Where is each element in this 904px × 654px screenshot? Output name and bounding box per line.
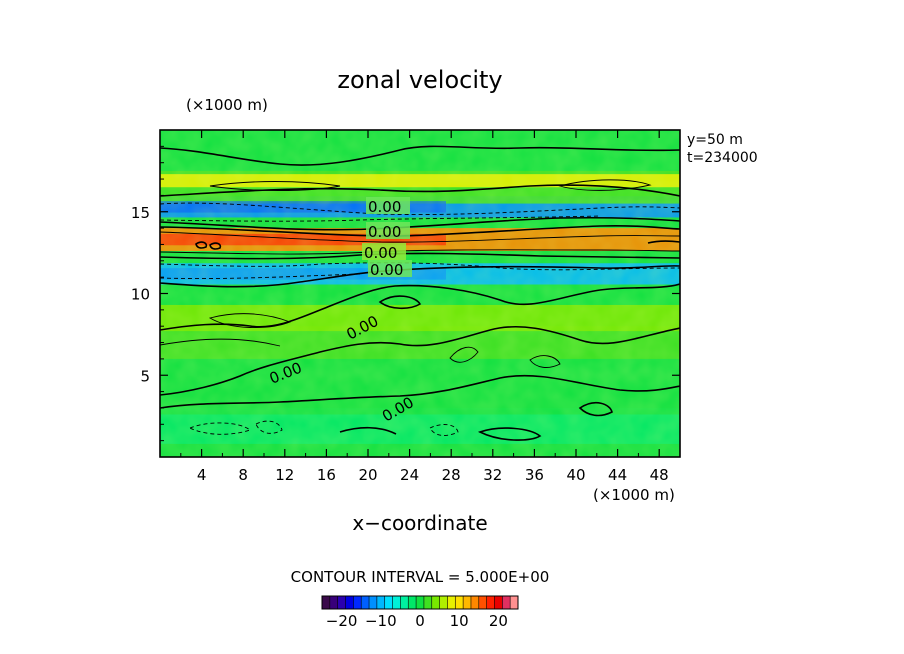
positive-contour (529, 355, 561, 368)
x-tick-label: 16 (317, 466, 336, 484)
colorbar-swatch (439, 596, 448, 609)
negative-contours (160, 202, 680, 436)
colorbar-swatch (361, 596, 370, 609)
contour-interval-text: CONTOUR INTERVAL = 5.000E+00 (291, 568, 550, 586)
zero-contour (160, 283, 680, 331)
contour-label: 0.00 (370, 261, 403, 279)
zero-contour (477, 427, 542, 441)
zero-contour (209, 242, 222, 250)
x-tick-label: 4 (197, 466, 207, 484)
colorbar-swatch (392, 596, 401, 609)
x-axis: 4 8 12 16 20 24 28 32 36 40 44 48 (180, 130, 669, 484)
positive-contour (160, 338, 281, 347)
colorbar-swatch (416, 596, 425, 609)
x-axis-label: x−coordinate (352, 511, 487, 535)
colorbar-swatch (447, 596, 456, 609)
colorbar-swatch (431, 596, 440, 609)
contour-label: 0.00 (364, 244, 397, 262)
negative-contour (160, 273, 361, 279)
x-tick-label: 28 (442, 466, 461, 484)
zero-contour (160, 374, 680, 409)
negative-contour (160, 202, 680, 215)
negative-contour (255, 420, 283, 434)
colorbar-swatch (502, 596, 511, 609)
x-tick-label: 24 (400, 466, 419, 484)
x-tick-label: 32 (483, 466, 502, 484)
positive-contour (208, 313, 292, 328)
colorbar-tick-label: −10 (365, 612, 397, 630)
x-tick-label: 36 (525, 466, 544, 484)
colorbar-swatch (455, 596, 464, 609)
info-text: y=50 m t=234000 (687, 132, 758, 166)
colorbar-swatch (400, 596, 409, 609)
zero-contour (160, 225, 680, 237)
colorbar-swatch (494, 596, 503, 609)
colorbar-swatch (345, 596, 354, 609)
info-line: t=234000 (687, 150, 758, 166)
info-line: y=50 m (687, 132, 743, 148)
velocity-heatmap (160, 130, 680, 457)
positive-contour (449, 346, 479, 363)
zero-contour (378, 295, 422, 310)
colorbar-swatch (423, 596, 433, 609)
colorbar-swatch (510, 596, 519, 609)
colorbar-swatch (322, 596, 331, 609)
colorbar-swatch (353, 596, 362, 609)
positive-contour (558, 179, 652, 191)
zero-contour (647, 240, 680, 244)
x-tick-label: 12 (275, 466, 294, 484)
colorbar-frame (321, 595, 519, 610)
colorbar: −20 −10 0 10 20 (321, 595, 519, 630)
contour-label: 0.00 (368, 198, 401, 216)
colorbar-tick-label: 0 (415, 612, 425, 630)
zero-contour (195, 241, 208, 249)
negative-contour (160, 262, 680, 271)
chart-title: zonal velocity (337, 66, 502, 94)
y-tick-label: 10 (131, 286, 150, 304)
y-unit-label: (×1000 m) (186, 96, 268, 114)
x-tick-label: 44 (608, 466, 627, 484)
x-tick-label: 20 (358, 466, 377, 484)
x-tick-label: 40 (566, 466, 585, 484)
y-axis: 5 10 15 (131, 145, 680, 442)
zero-contour (339, 426, 397, 435)
colorbar-swatch (384, 596, 393, 609)
colorbar-swatch (463, 596, 472, 609)
x-unit-label: (×1000 m) (593, 486, 675, 504)
colorbar-swatch (337, 596, 346, 609)
y-tick-label: 5 (140, 367, 150, 385)
colorbar-swatch (486, 596, 495, 609)
colorbar-tick-label: 20 (489, 612, 508, 630)
colorbar-swatch (408, 596, 417, 609)
colorbar-swatch (470, 596, 480, 609)
colorbar-tick-label: 10 (450, 612, 469, 630)
zero-contour (160, 325, 680, 396)
positive-contour (209, 181, 341, 191)
zero-contour (160, 216, 680, 231)
positive-contour (160, 231, 680, 243)
y-tick-label: 15 (131, 204, 150, 222)
colorbar-tick-label: −20 (326, 612, 358, 630)
zero-contour (160, 252, 680, 260)
contour-label: 0.00 (368, 223, 401, 241)
zero-contour (160, 145, 680, 166)
negative-contour (160, 215, 601, 222)
colorbar-swatch (478, 596, 487, 609)
zero-contour (578, 401, 613, 417)
positive-contour (160, 249, 680, 255)
colorbar-swatch (376, 596, 386, 609)
thin-contours (160, 179, 680, 368)
colorbar-swatch (369, 596, 378, 609)
negative-contour (429, 424, 459, 436)
x-tick-label: 8 (238, 466, 248, 484)
colorbar-swatch (329, 596, 338, 609)
field-texture (160, 130, 680, 457)
x-tick-label: 48 (650, 466, 669, 484)
